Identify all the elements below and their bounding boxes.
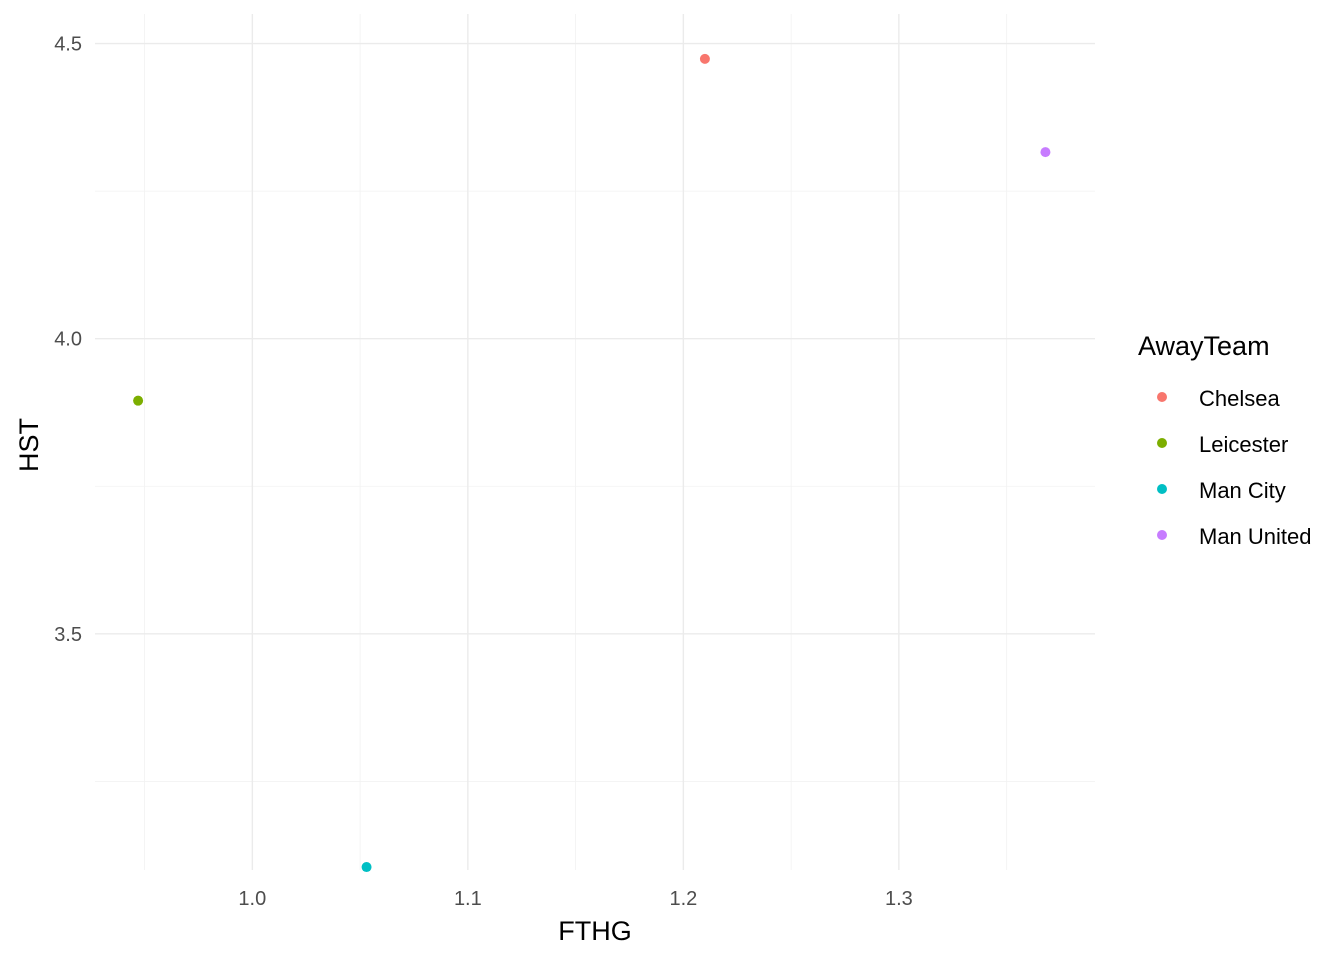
legend-label: Chelsea — [1199, 386, 1280, 411]
x-tick-label: 1.0 — [238, 888, 266, 910]
y-tick-label: 4.5 — [54, 34, 82, 56]
legend-key-marker — [1157, 392, 1167, 402]
minor-gridlines — [95, 14, 1095, 870]
x-tick-label: 1.3 — [885, 888, 913, 910]
data-point — [133, 395, 144, 406]
legend-items: Chelsea Leicester Man City Man United — [1157, 386, 1312, 549]
major-gridlines — [95, 14, 1095, 870]
legend-label: Man United — [1199, 524, 1312, 549]
x-tick-label: 1.2 — [669, 888, 697, 910]
y-tick-label: 3.5 — [54, 624, 82, 646]
x-axis-title: FTHG — [558, 916, 632, 946]
y-tick-label: 4.0 — [54, 329, 82, 351]
legend-title: AwayTeam — [1138, 331, 1270, 361]
x-axis-tick-labels: 1.0 1.1 1.2 1.3 — [238, 888, 912, 910]
legend-key-marker — [1157, 438, 1167, 448]
data-point — [361, 862, 372, 873]
legend: AwayTeam Chelsea Leicester Man City Man Uni… — [1138, 331, 1312, 549]
legend-label: Man City — [1199, 478, 1286, 503]
legend-key-marker — [1157, 484, 1167, 494]
x-tick-label: 1.1 — [454, 888, 482, 910]
legend-label: Leicester — [1199, 432, 1288, 457]
data-point — [699, 53, 710, 64]
data-point — [1040, 147, 1051, 158]
data-points — [133, 53, 1051, 873]
y-axis-tick-labels: 3.5 4.0 4.5 — [54, 34, 82, 646]
y-axis-title: HST — [14, 418, 44, 472]
legend-key-marker — [1157, 530, 1167, 540]
